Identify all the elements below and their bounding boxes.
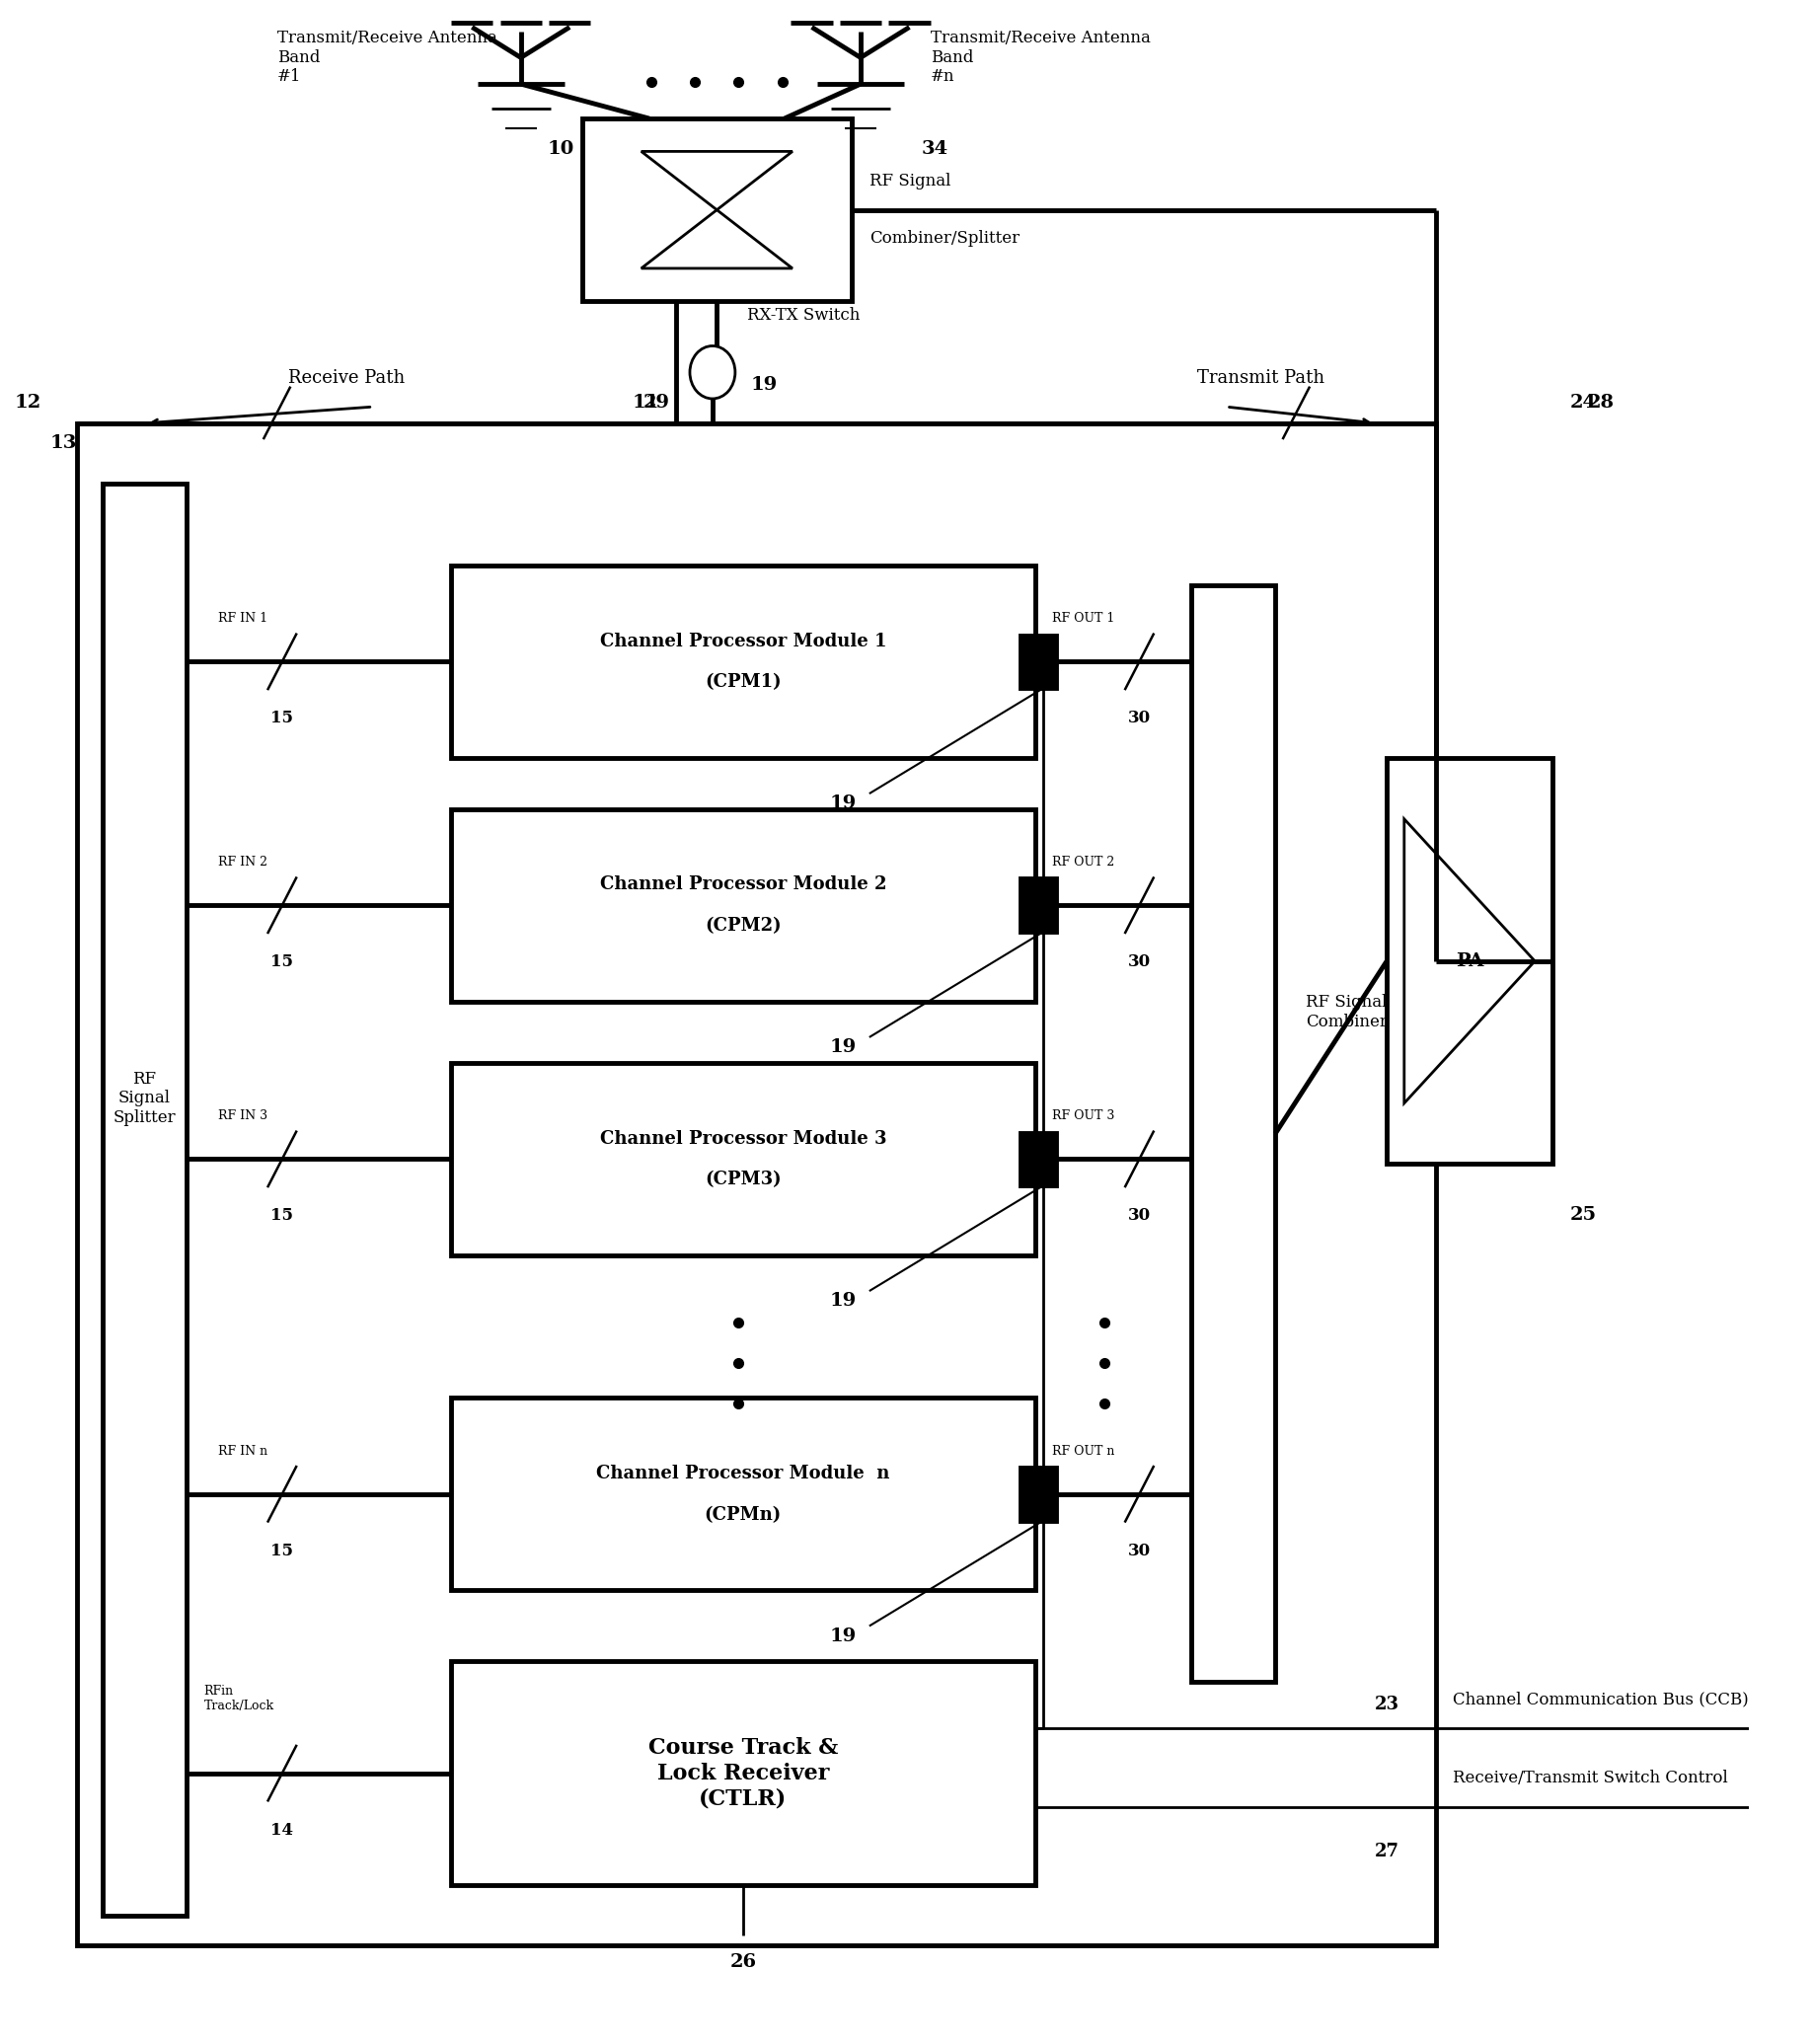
Bar	[1021, 879, 1055, 932]
Text: RF IN n: RF IN n	[218, 1445, 267, 1457]
Text: Channel Processor Module 1

(CPM1): Channel Processor Module 1 (CPM1)	[600, 632, 887, 691]
Text: 15: 15	[270, 955, 294, 971]
Bar	[103, 484, 187, 1915]
Bar	[1191, 585, 1275, 1682]
Text: 11: 11	[631, 394, 658, 411]
Text: Channel Processor Module 2

(CPM2): Channel Processor Module 2 (CPM2)	[600, 875, 887, 934]
Text: RX-TX Switch: RX-TX Switch	[747, 307, 859, 323]
Text: 30: 30	[1128, 709, 1151, 728]
Text: RF IN 1: RF IN 1	[218, 613, 267, 625]
Bar	[76, 423, 1436, 1946]
Text: Course Track &
Lock Receiver
(CTLR): Course Track & Lock Receiver (CTLR)	[647, 1737, 838, 1809]
Text: RF IN 3: RF IN 3	[218, 1110, 267, 1122]
Text: 29: 29	[644, 394, 671, 411]
Bar	[1021, 1468, 1055, 1521]
Text: 23: 23	[1374, 1694, 1400, 1713]
Text: Receive/Transmit Switch Control: Receive/Transmit Switch Control	[1452, 1770, 1728, 1786]
Text: Combiner/Splitter: Combiner/Splitter	[868, 231, 1019, 247]
Text: 19: 19	[751, 376, 778, 392]
Text: 27: 27	[1374, 1842, 1400, 1860]
Bar	[1387, 758, 1552, 1165]
Text: PA: PA	[1456, 953, 1483, 971]
Text: 15: 15	[270, 1543, 294, 1560]
Text: 34: 34	[921, 141, 948, 157]
Text: 19: 19	[830, 795, 856, 814]
Text: 25: 25	[1570, 1206, 1597, 1224]
Bar	[451, 809, 1035, 1002]
Text: Channel Communication Bus (CCB): Channel Communication Bus (CCB)	[1452, 1692, 1750, 1709]
Bar	[451, 1398, 1035, 1590]
Text: 14: 14	[270, 1821, 294, 1838]
Text: 10: 10	[548, 141, 575, 157]
Text: Transmit Path: Transmit Path	[1198, 370, 1325, 386]
Text: RF OUT 2: RF OUT 2	[1052, 856, 1115, 869]
Text: 30: 30	[1128, 955, 1151, 971]
Text: 28: 28	[1588, 394, 1614, 411]
Text: 30: 30	[1128, 1543, 1151, 1560]
Text: Transmit/Receive Antenna
Band
#1: Transmit/Receive Antenna Band #1	[277, 31, 497, 86]
Text: 26: 26	[729, 1954, 756, 1970]
Text: RFin
Track/Lock: RFin Track/Lock	[203, 1684, 274, 1713]
Bar	[1021, 636, 1055, 689]
Text: 19: 19	[830, 1292, 856, 1310]
Text: RF Signal: RF Signal	[868, 174, 950, 190]
Text: RF
Signal
Splitter: RF Signal Splitter	[112, 1071, 176, 1126]
Text: RF OUT n: RF OUT n	[1052, 1445, 1115, 1457]
Text: 30: 30	[1128, 1208, 1151, 1224]
Text: Channel Processor Module 3

(CPM3): Channel Processor Module 3 (CPM3)	[600, 1130, 887, 1188]
Text: 15: 15	[270, 709, 294, 728]
Text: 19: 19	[830, 1627, 856, 1645]
Bar	[1021, 1132, 1055, 1186]
Text: Transmit/Receive Antenna
Band
#n: Transmit/Receive Antenna Band #n	[930, 31, 1149, 86]
Text: Receive Path: Receive Path	[288, 370, 404, 386]
Text: 24: 24	[1570, 394, 1597, 411]
Bar	[451, 566, 1035, 758]
Text: RF IN 2: RF IN 2	[218, 856, 267, 869]
Text: RF OUT 1: RF OUT 1	[1052, 613, 1115, 625]
Bar	[582, 119, 852, 300]
Text: RF Signal
Combiner: RF Signal Combiner	[1305, 993, 1387, 1030]
Text: 15: 15	[270, 1208, 294, 1224]
Text: RF OUT 3: RF OUT 3	[1052, 1110, 1115, 1122]
Text: Channel Processor Module  n

(CPMn): Channel Processor Module n (CPMn)	[596, 1466, 890, 1523]
Bar	[451, 1063, 1035, 1255]
Text: 12: 12	[15, 394, 42, 411]
Text: 19: 19	[830, 1038, 856, 1057]
Text: 13: 13	[49, 435, 76, 452]
Bar	[451, 1662, 1035, 1885]
